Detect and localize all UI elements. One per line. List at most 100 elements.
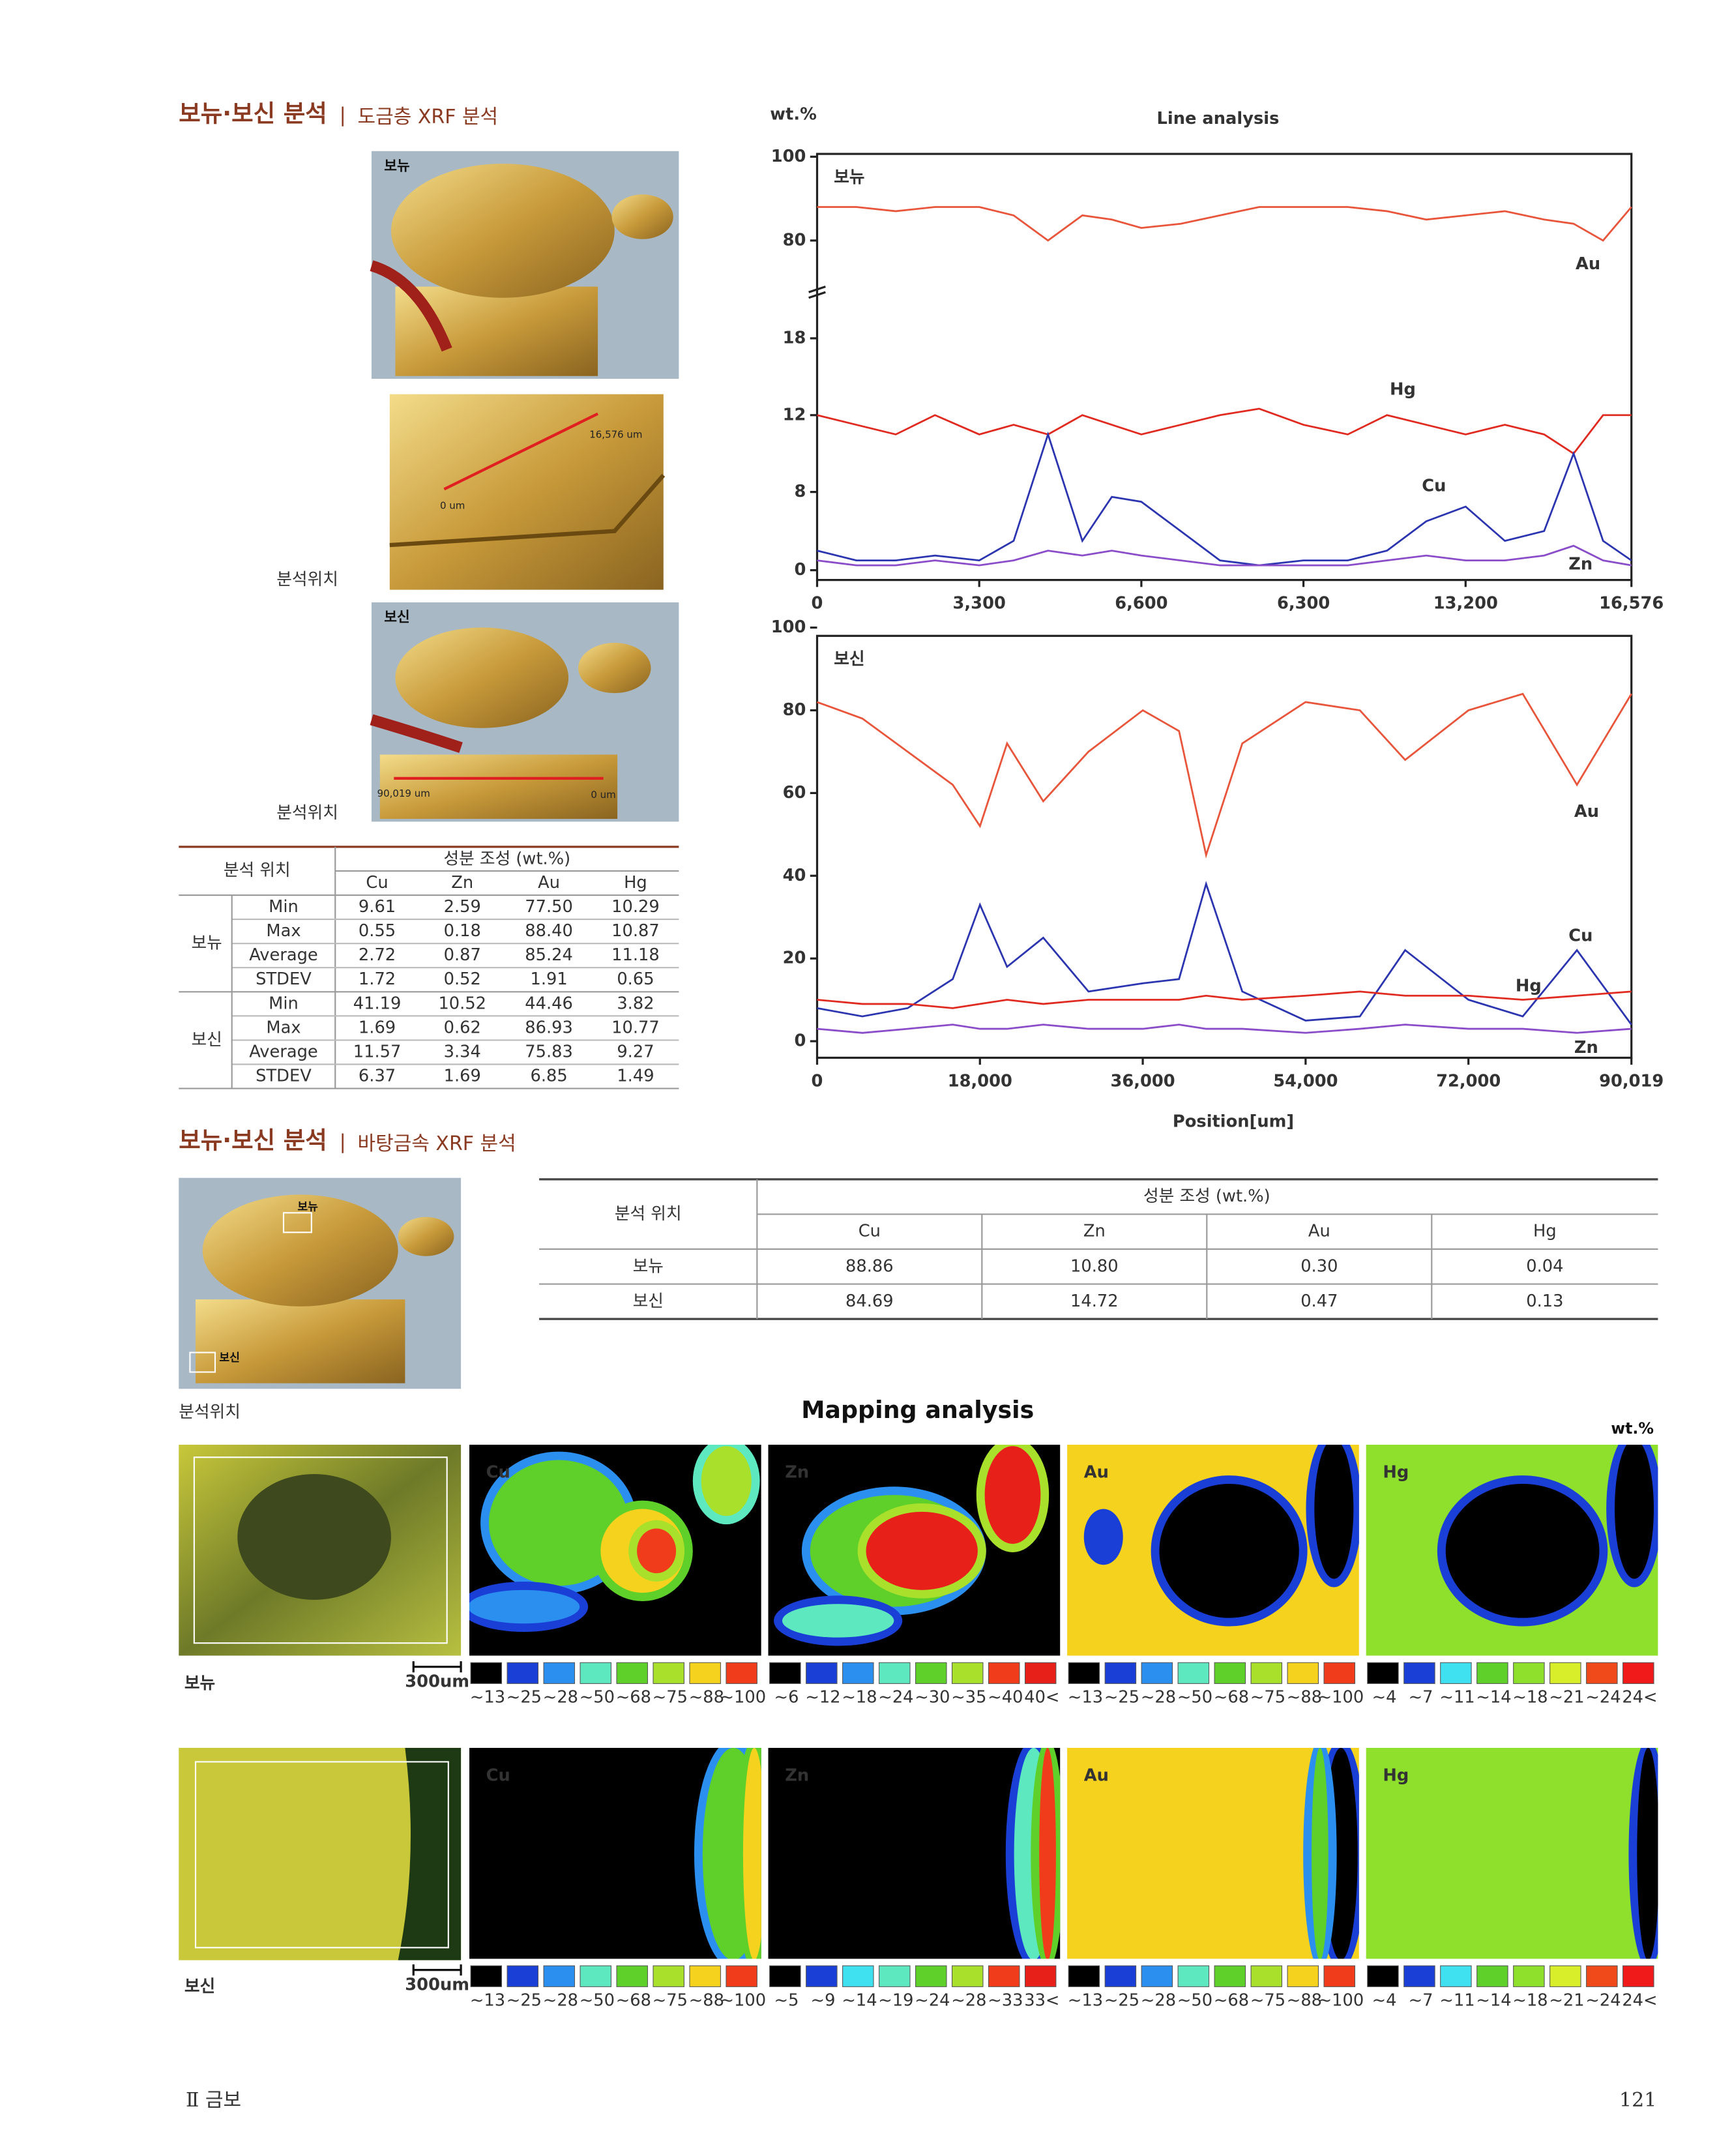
y-tick-label: 18 bbox=[783, 328, 806, 347]
y-tick-label: 40 bbox=[783, 866, 806, 885]
legend-label: ~100 bbox=[1318, 1990, 1364, 2010]
map-image bbox=[469, 1747, 761, 1959]
legend-swatch bbox=[1403, 1965, 1435, 1987]
table-cell: Min bbox=[269, 994, 299, 1013]
legend-label: ~68 bbox=[616, 1990, 651, 2010]
map-region bbox=[1092, 1517, 1115, 1557]
table-cell: 3.34 bbox=[444, 1042, 481, 1061]
legend-swatch bbox=[915, 1965, 947, 1987]
legend-swatch bbox=[1214, 1965, 1246, 1987]
series-line bbox=[817, 544, 1632, 567]
legend-swatch bbox=[952, 1662, 984, 1684]
legend-swatch bbox=[689, 1662, 721, 1684]
table-cell: 2.59 bbox=[444, 897, 481, 917]
table-cell: 6.37 bbox=[359, 1067, 396, 1086]
legend-label: ~24 bbox=[915, 1990, 950, 2010]
table-cell: 85.24 bbox=[525, 945, 573, 965]
legend-swatch bbox=[1513, 1965, 1545, 1987]
series-label: Hg bbox=[1390, 380, 1416, 400]
table-cell: 0.47 bbox=[1300, 1292, 1338, 1311]
table-group: 보뉴 bbox=[191, 934, 222, 953]
map-image bbox=[1366, 1444, 1658, 1656]
map-image bbox=[768, 1444, 1061, 1656]
section-subtitle: 바탕금속 XRF 분석 bbox=[358, 1132, 516, 1155]
table-column: Zn bbox=[1083, 1222, 1106, 1241]
legend-swatch bbox=[1367, 1965, 1399, 1987]
legend-label: ~18 bbox=[1512, 1687, 1548, 1707]
map-photo-2 bbox=[179, 1747, 462, 1960]
legend-label: ~7 bbox=[1409, 1687, 1433, 1707]
legend-label: ~24 bbox=[878, 1687, 913, 1707]
table-header: 성분 조성 (wt.%) bbox=[1143, 1187, 1270, 1206]
y-tick-label: 60 bbox=[783, 783, 806, 803]
legend-label: ~13 bbox=[1068, 1990, 1103, 2010]
legend-label: ~14 bbox=[842, 1990, 877, 2010]
legend-swatch bbox=[1323, 1965, 1355, 1987]
table-cell: Max bbox=[266, 921, 301, 941]
section-subtitle: 도금층 XRF 분석 bbox=[358, 106, 499, 128]
photo-label: 보뉴 bbox=[297, 1201, 318, 1214]
table-cell: 0.30 bbox=[1300, 1256, 1338, 1276]
legend-label: ~88 bbox=[1287, 1687, 1322, 1707]
legend-swatch bbox=[506, 1662, 539, 1684]
legend-label: ~25 bbox=[506, 1687, 542, 1707]
table-cell: 보뉴 bbox=[633, 1256, 664, 1276]
map-element: Cu bbox=[486, 1765, 510, 1785]
table-column: Zn bbox=[451, 873, 473, 893]
series-line bbox=[817, 206, 1632, 242]
table-cell: 0.04 bbox=[1526, 1256, 1563, 1276]
page-number: 121 bbox=[1619, 2089, 1656, 2112]
legend-swatch bbox=[1403, 1662, 1435, 1684]
map-image bbox=[768, 1747, 1061, 1959]
legend-label: ~21 bbox=[1549, 1687, 1584, 1707]
legend-swatch bbox=[1476, 1662, 1508, 1684]
x-tick-label: 36,000 bbox=[1110, 1071, 1175, 1091]
legend-swatch bbox=[653, 1965, 684, 1987]
y-axis-label: wt.% bbox=[770, 105, 817, 125]
legend-label: ~75 bbox=[653, 1990, 688, 2010]
map-region bbox=[701, 1446, 752, 1516]
legend-label: ~100 bbox=[720, 1687, 767, 1707]
map-element: Cu bbox=[486, 1462, 510, 1482]
legend-swatch bbox=[1024, 1662, 1057, 1684]
divider: | bbox=[340, 1131, 346, 1154]
table-cell: 0.55 bbox=[359, 921, 396, 941]
legend-swatch bbox=[952, 1965, 984, 1987]
table-cell: 10.87 bbox=[611, 921, 660, 941]
legend-label: 40< bbox=[1024, 1687, 1059, 1707]
series-label: Zn bbox=[1574, 1038, 1598, 1057]
table-cell: 0.87 bbox=[444, 945, 481, 965]
table-cell: 86.93 bbox=[525, 1018, 573, 1037]
map-image bbox=[1366, 1747, 1658, 1959]
x-tick-label: 13,200 bbox=[1433, 594, 1498, 613]
table-cell: 11.18 bbox=[611, 945, 660, 965]
y-tick-label: 0 bbox=[794, 1031, 806, 1051]
legend-swatch bbox=[653, 1662, 684, 1684]
legend-label: ~50 bbox=[1177, 1990, 1212, 2010]
map-region bbox=[1039, 1747, 1056, 1959]
legend-label: ~50 bbox=[580, 1990, 615, 2010]
map-image bbox=[1067, 1444, 1359, 1656]
legend-label: ~75 bbox=[1250, 1687, 1285, 1707]
x-tick-label: 72,000 bbox=[1436, 1071, 1501, 1091]
table-cell: Average bbox=[249, 945, 318, 965]
legend-swatch bbox=[1549, 1662, 1581, 1684]
scale-label: 300um bbox=[405, 1672, 469, 1692]
x-tick-label: 3,300 bbox=[953, 594, 1006, 613]
scale-label: 300um bbox=[405, 1975, 469, 1995]
x-tick-label: 0 bbox=[812, 594, 823, 613]
table-cell: Max bbox=[266, 1018, 301, 1037]
legend-swatch bbox=[726, 1662, 757, 1684]
legend-swatch bbox=[1068, 1662, 1100, 1684]
legend-label: ~18 bbox=[1512, 1990, 1548, 2010]
legend-swatch bbox=[1323, 1662, 1355, 1684]
photo-label: 보뉴 bbox=[384, 158, 409, 174]
legend-swatch bbox=[879, 1965, 911, 1987]
x-tick-label: 18,000 bbox=[948, 1071, 1012, 1091]
table-cell: STDEV bbox=[256, 969, 312, 989]
table-cell: 3.82 bbox=[617, 994, 654, 1013]
legend-label: ~6 bbox=[774, 1687, 799, 1707]
table-cell: 77.50 bbox=[525, 897, 573, 917]
legend-swatch bbox=[726, 1965, 757, 1987]
x-tick-label: 90,019 bbox=[1599, 1071, 1664, 1091]
